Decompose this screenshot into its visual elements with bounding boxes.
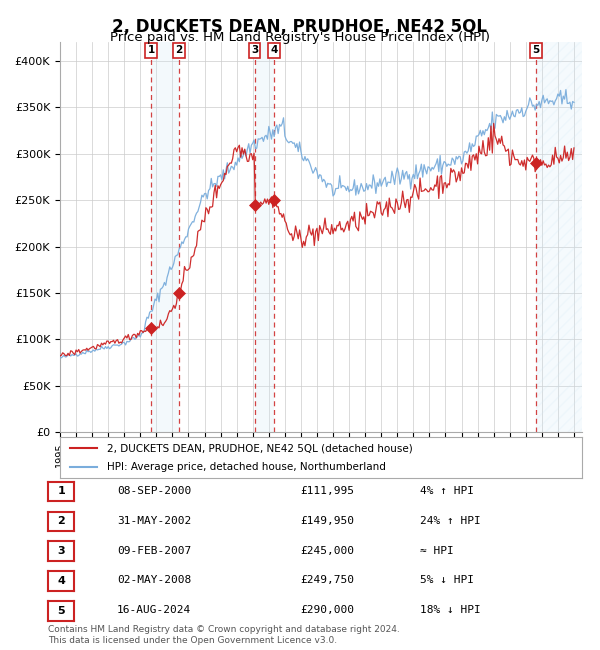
Text: £149,950: £149,950	[300, 515, 354, 526]
Text: 3: 3	[58, 546, 65, 556]
Text: 1: 1	[58, 486, 65, 497]
Text: 4: 4	[57, 576, 65, 586]
Text: 4% ↑ HPI: 4% ↑ HPI	[420, 486, 474, 496]
Text: £111,995: £111,995	[300, 486, 354, 496]
Text: 4: 4	[271, 46, 278, 55]
Text: 09-FEB-2007: 09-FEB-2007	[117, 545, 191, 556]
Text: £245,000: £245,000	[300, 545, 354, 556]
Text: 3: 3	[251, 46, 258, 55]
Bar	[151, 42, 179, 432]
Text: £290,000: £290,000	[300, 605, 354, 616]
Text: 08-SEP-2000: 08-SEP-2000	[117, 486, 191, 496]
Text: 2, DUCKETS DEAN, PRUDHOE, NE42 5QL (detached house): 2, DUCKETS DEAN, PRUDHOE, NE42 5QL (deta…	[107, 443, 413, 453]
Bar	[254, 42, 274, 432]
Text: 24% ↑ HPI: 24% ↑ HPI	[420, 515, 481, 526]
Text: £249,750: £249,750	[300, 575, 354, 586]
Text: Price paid vs. HM Land Registry's House Price Index (HPI): Price paid vs. HM Land Registry's House …	[110, 31, 490, 44]
Bar	[536, 42, 582, 432]
Text: Contains HM Land Registry data © Crown copyright and database right 2024.
This d: Contains HM Land Registry data © Crown c…	[48, 625, 400, 645]
Text: 2: 2	[176, 46, 183, 55]
Text: HPI: Average price, detached house, Northumberland: HPI: Average price, detached house, Nort…	[107, 462, 386, 472]
Text: 2: 2	[58, 516, 65, 526]
Text: ≈ HPI: ≈ HPI	[420, 545, 454, 556]
Text: 5: 5	[58, 606, 65, 616]
Text: 2, DUCKETS DEAN, PRUDHOE, NE42 5QL: 2, DUCKETS DEAN, PRUDHOE, NE42 5QL	[113, 18, 487, 36]
Text: 02-MAY-2008: 02-MAY-2008	[117, 575, 191, 586]
Text: 5% ↓ HPI: 5% ↓ HPI	[420, 575, 474, 586]
Text: 18% ↓ HPI: 18% ↓ HPI	[420, 605, 481, 616]
Text: 1: 1	[148, 46, 155, 55]
Text: 16-AUG-2024: 16-AUG-2024	[117, 605, 191, 616]
Text: 31-MAY-2002: 31-MAY-2002	[117, 515, 191, 526]
Text: 5: 5	[532, 46, 539, 55]
